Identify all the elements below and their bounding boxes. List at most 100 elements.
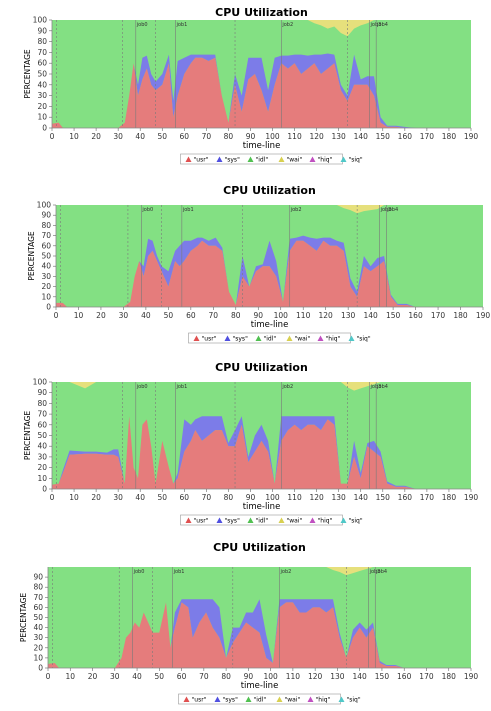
legend-swatch — [245, 696, 252, 702]
x-tick-label: 190 — [464, 672, 479, 681]
x-tick-label: 110 — [286, 672, 301, 681]
legend-label: "siq" — [347, 697, 361, 704]
y-tick-label: 30 — [33, 633, 43, 642]
x-tick-label: 190 — [464, 493, 479, 502]
y-tick-label: 0 — [38, 664, 43, 673]
legend-swatch — [255, 335, 262, 341]
x-tick-label: 0 — [50, 493, 55, 502]
y-tick-label: 80 — [37, 399, 47, 408]
x-tick-label: 40 — [141, 311, 151, 320]
legend-swatch — [278, 156, 285, 162]
x-tick-label: 10 — [69, 132, 79, 141]
x-tick-label: 20 — [91, 493, 101, 502]
y-tick-label: 100 — [33, 378, 48, 387]
y-axis-label: PERCENTAGE — [23, 411, 32, 460]
x-tick-label: 20 — [96, 311, 106, 320]
legend-label: "wai" — [287, 518, 303, 525]
y-tick-label: 40 — [41, 262, 51, 271]
legend: "usr" "sys" "idl" "wai" "hiq" "siq" — [185, 156, 363, 164]
marker-label: job2 — [281, 384, 293, 390]
y-tick-label: 10 — [37, 113, 47, 122]
x-tick-label: 20 — [88, 672, 98, 681]
marker-label: job4 — [386, 207, 398, 213]
legend-label: "hiq" — [318, 518, 333, 525]
y-tick-label: 50 — [37, 70, 47, 79]
y-tick-label: 70 — [37, 48, 47, 57]
legend-swatch — [183, 696, 190, 702]
y-tick-label: 20 — [33, 643, 43, 652]
x-tick-label: 140 — [354, 493, 369, 502]
x-tick-label: 60 — [177, 672, 187, 681]
x-tick-label: 100 — [265, 132, 280, 141]
y-axis-label: PERCENTAGE — [23, 49, 32, 98]
legend-swatch — [286, 335, 293, 341]
x-tick-label: 170 — [419, 672, 434, 681]
x-tick-label: 100 — [265, 493, 280, 502]
legend-label: "wai" — [287, 157, 303, 164]
x-tick-label: 90 — [246, 493, 256, 502]
x-tick-label: 180 — [453, 311, 468, 320]
y-tick-label: 70 — [33, 593, 43, 602]
marker-label: job2 — [281, 22, 293, 28]
marker-label: job3 — [369, 569, 381, 575]
x-tick-label: 90 — [253, 311, 263, 320]
marker-label: job0 — [133, 569, 145, 575]
y-tick-label: 10 — [33, 653, 43, 662]
legend-label: "sys" — [225, 157, 241, 164]
y-tick-label: 0 — [46, 303, 51, 312]
x-tick-label: 30 — [110, 672, 120, 681]
legend-swatch — [247, 517, 254, 523]
x-tick-label: 110 — [287, 493, 302, 502]
usr-area — [52, 57, 471, 128]
legend-swatch — [307, 696, 314, 702]
y-tick-label: 40 — [37, 442, 47, 451]
legend-label: "wai" — [295, 336, 311, 343]
x-tick-label: 130 — [341, 311, 356, 320]
legend-label: "siq" — [357, 336, 371, 343]
x-axis-label: time-line — [251, 320, 289, 330]
x-tick-label: 130 — [332, 132, 347, 141]
x-tick-label: 0 — [46, 672, 51, 681]
x-tick-label: 90 — [246, 132, 256, 141]
marker-label: job1 — [173, 569, 185, 575]
y-tick-label: 90 — [41, 211, 51, 220]
y-tick-label: 0 — [42, 485, 47, 494]
x-tick-label: 10 — [69, 493, 79, 502]
y-tick-label: 20 — [41, 282, 51, 291]
usr-area — [52, 416, 471, 489]
y-tick-label: 30 — [37, 91, 47, 100]
wai-area — [48, 567, 471, 576]
x-tick-label: 140 — [363, 311, 378, 320]
y-tick-label: 50 — [37, 431, 47, 440]
x-tick-label: 0 — [54, 311, 59, 320]
y-tick-label: 60 — [37, 420, 47, 429]
x-axis-label: time-line — [243, 141, 281, 151]
y-tick-label: 0 — [42, 124, 47, 133]
x-tick-label: 120 — [319, 311, 334, 320]
x-tick-label: 80 — [231, 311, 241, 320]
wai-area — [56, 205, 483, 214]
legend-label: "usr" — [194, 518, 209, 525]
x-tick-label: 90 — [244, 672, 254, 681]
x-tick-label: 40 — [135, 132, 145, 141]
chart-title: CPU Utilization — [215, 6, 308, 19]
y-tick-label: 100 — [37, 201, 52, 210]
x-axis-label: time-line — [241, 681, 279, 691]
x-tick-label: 50 — [164, 311, 174, 320]
x-tick-label: 160 — [397, 672, 412, 681]
legend-label: "sys" — [223, 697, 239, 704]
legend-swatch — [185, 156, 192, 162]
x-tick-label: 100 — [263, 672, 278, 681]
x-tick-label: 60 — [180, 493, 190, 502]
x-tick-label: 50 — [157, 132, 167, 141]
legend-label: "hiq" — [318, 157, 333, 164]
y-tick-label: 20 — [37, 463, 47, 472]
x-tick-label: 170 — [420, 132, 435, 141]
marker-label: job4 — [375, 569, 387, 575]
x-tick-label: 20 — [91, 132, 101, 141]
x-tick-label: 140 — [353, 672, 368, 681]
x-tick-label: 150 — [375, 672, 390, 681]
legend-swatch — [214, 696, 221, 702]
y-tick-label: 40 — [37, 80, 47, 89]
